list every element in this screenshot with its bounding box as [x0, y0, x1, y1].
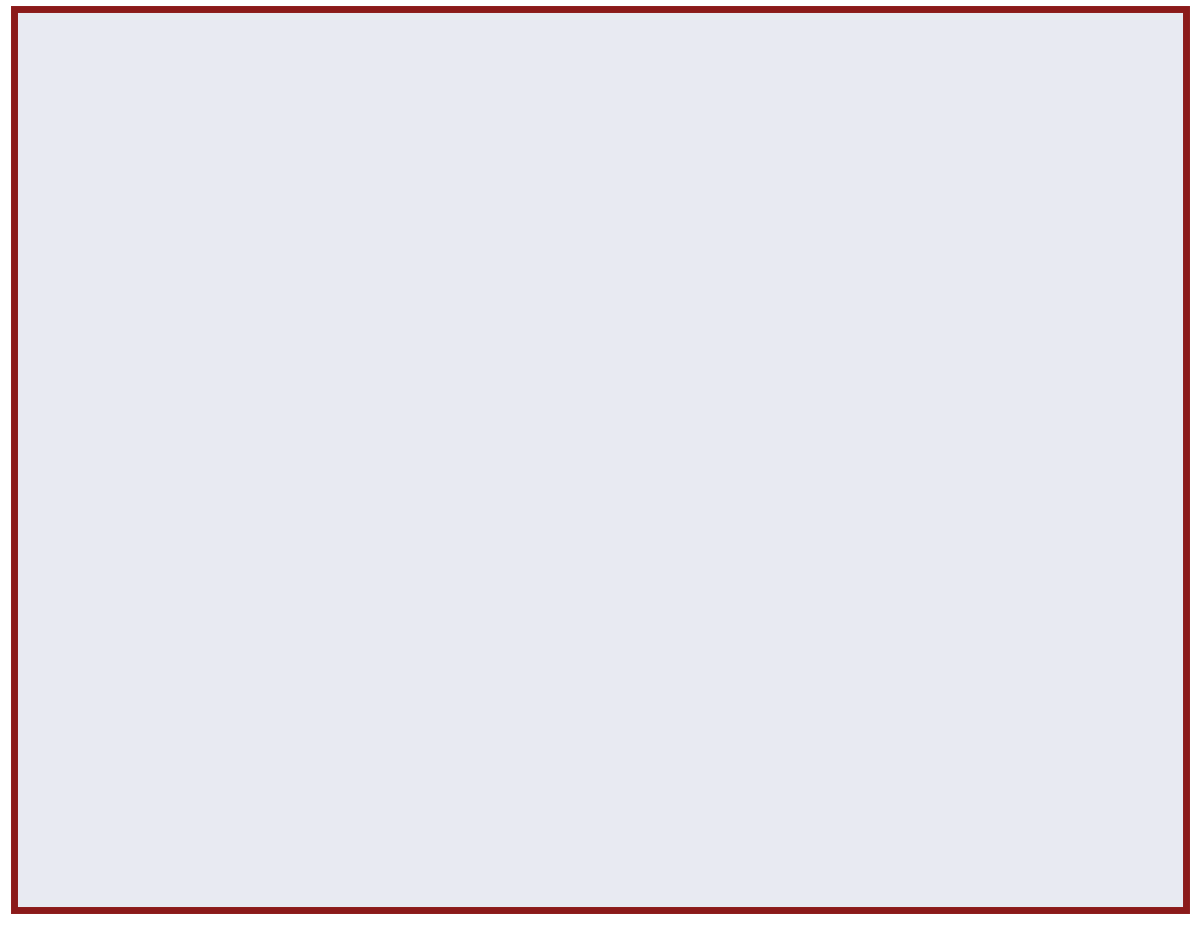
Bar — [398, 420, 576, 490]
Text: 180 days
following first HF
hospitalization: 180 days following first HF hospitalizat… — [407, 350, 569, 410]
Text: Adjusted*
OR (95% CI): Adjusted* OR (95% CI) — [432, 435, 544, 474]
Bar — [235, 341, 398, 420]
Text: HF hospitalization: HF hospitalization — [132, 636, 269, 651]
Text: Vericiguat Treatment Effects Overall in the
VICTORIA Trial and Following the Fir: Vericiguat Treatment Effects Overall in … — [102, 263, 504, 329]
Text: Adjusted*
HR (95% CI): Adjusted* HR (95% CI) — [262, 435, 372, 474]
Bar — [398, 606, 576, 681]
Bar — [30, 341, 235, 420]
Y-axis label: Rate and 95% CI
of HF Readmission: Rate and 95% CI of HF Readmission — [654, 285, 686, 420]
Bar — [235, 606, 398, 681]
Text: CENTRAL ILLUSTRATION:: CENTRAL ILLUSTRATION: — [32, 25, 360, 49]
Text: Recurrent Heart Failure Hospitalizations and: Recurrent Heart Failure Hospitalizations… — [289, 25, 894, 49]
Bar — [398, 341, 576, 420]
Text: HF Readmission Events Following
Index HF Hospitalization by
Treatment Group: HF Readmission Events Following Index HF… — [715, 135, 1069, 205]
Text: Days From Initial HF Hospitalization: Days From Initial HF Hospitalization — [730, 481, 1055, 496]
Text: Primary endpoint
(HF hospitalization
or CV death): Primary endpoint (HF hospitalization or … — [132, 523, 275, 573]
Bar — [235, 681, 398, 756]
Bar — [235, 490, 398, 606]
Legend: Placebo, Vericiguat: Placebo, Vericiguat — [769, 530, 1015, 557]
Bar — [398, 681, 576, 756]
Text: Response to Vericiguat: Response to Vericiguat — [32, 74, 341, 98]
Text: 1.00 (0.74-1.33): 1.00 (0.74-1.33) — [426, 711, 550, 726]
Text: 0.86 (0.68-1.10): 0.86 (0.68-1.10) — [426, 636, 550, 651]
Text: Mentz RJ, et al. J Am Coll Cardiol HF. 2024;12(5):839-846.: Mentz RJ, et al. J Am Coll Cardiol HF. 2… — [36, 857, 707, 877]
Bar — [235, 420, 398, 490]
Text: In subgroup with NT-proBNP ≤2,816 pg/mL
(≤median), suggestion of a benefit with
: In subgroup with NT-proBNP ≤2,816 pg/mL … — [709, 701, 1075, 780]
Text: CV death: CV death — [132, 711, 203, 726]
Text: 0.89 (0.80-0.99): 0.89 (0.80-0.99) — [254, 636, 378, 651]
Bar — [30, 490, 235, 606]
Bar — [398, 490, 576, 606]
Text: Overall trial: Overall trial — [260, 371, 372, 389]
Text: Over a median follow-up of 9.7 months, 28.5% of
patients in the overall trial ha: Over a median follow-up of 9.7 months, 2… — [97, 144, 515, 225]
Text: 0.89 (0.81-0.98): 0.89 (0.81-0.98) — [254, 540, 378, 556]
Text: 0.85 (0.68-1.08): 0.85 (0.68-1.08) — [426, 540, 550, 556]
Text: Following HF hospitalization, adjusted ORs
for HF hospitalization with vericigua: Following HF hospitalization, adjusted O… — [724, 578, 1061, 658]
Bar — [30, 420, 235, 490]
Bar — [30, 681, 235, 756]
Text: Randomized Treatment: Randomized Treatment — [803, 513, 982, 528]
Text: 0.93 (0.80-1.07): 0.93 (0.80-1.07) — [254, 711, 378, 726]
Bar — [30, 606, 235, 681]
